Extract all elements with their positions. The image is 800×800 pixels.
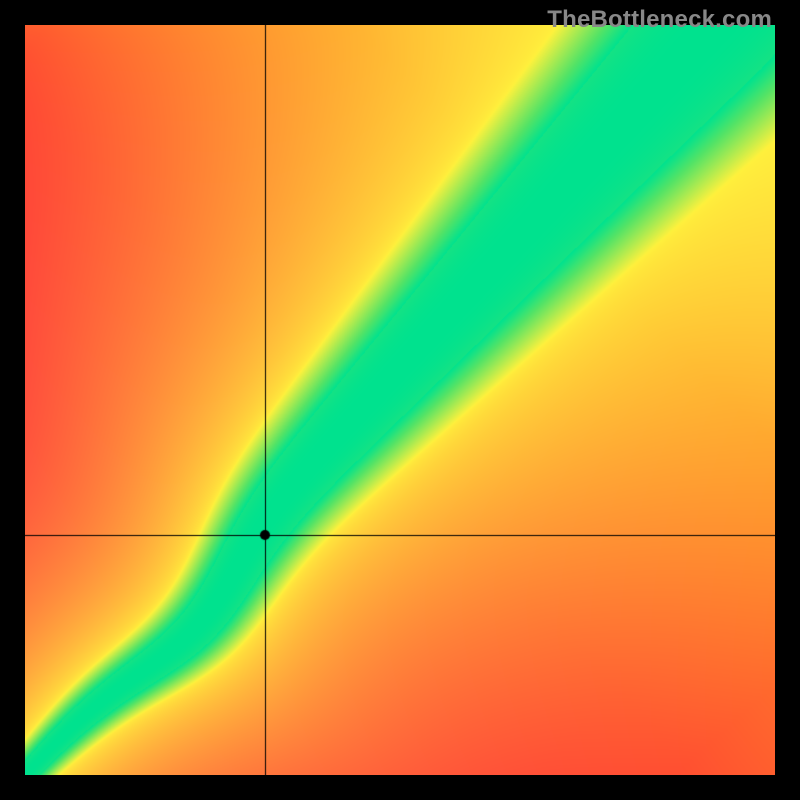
- bottleneck-heatmap: [25, 25, 775, 775]
- watermark-text: TheBottleneck.com: [547, 6, 772, 34]
